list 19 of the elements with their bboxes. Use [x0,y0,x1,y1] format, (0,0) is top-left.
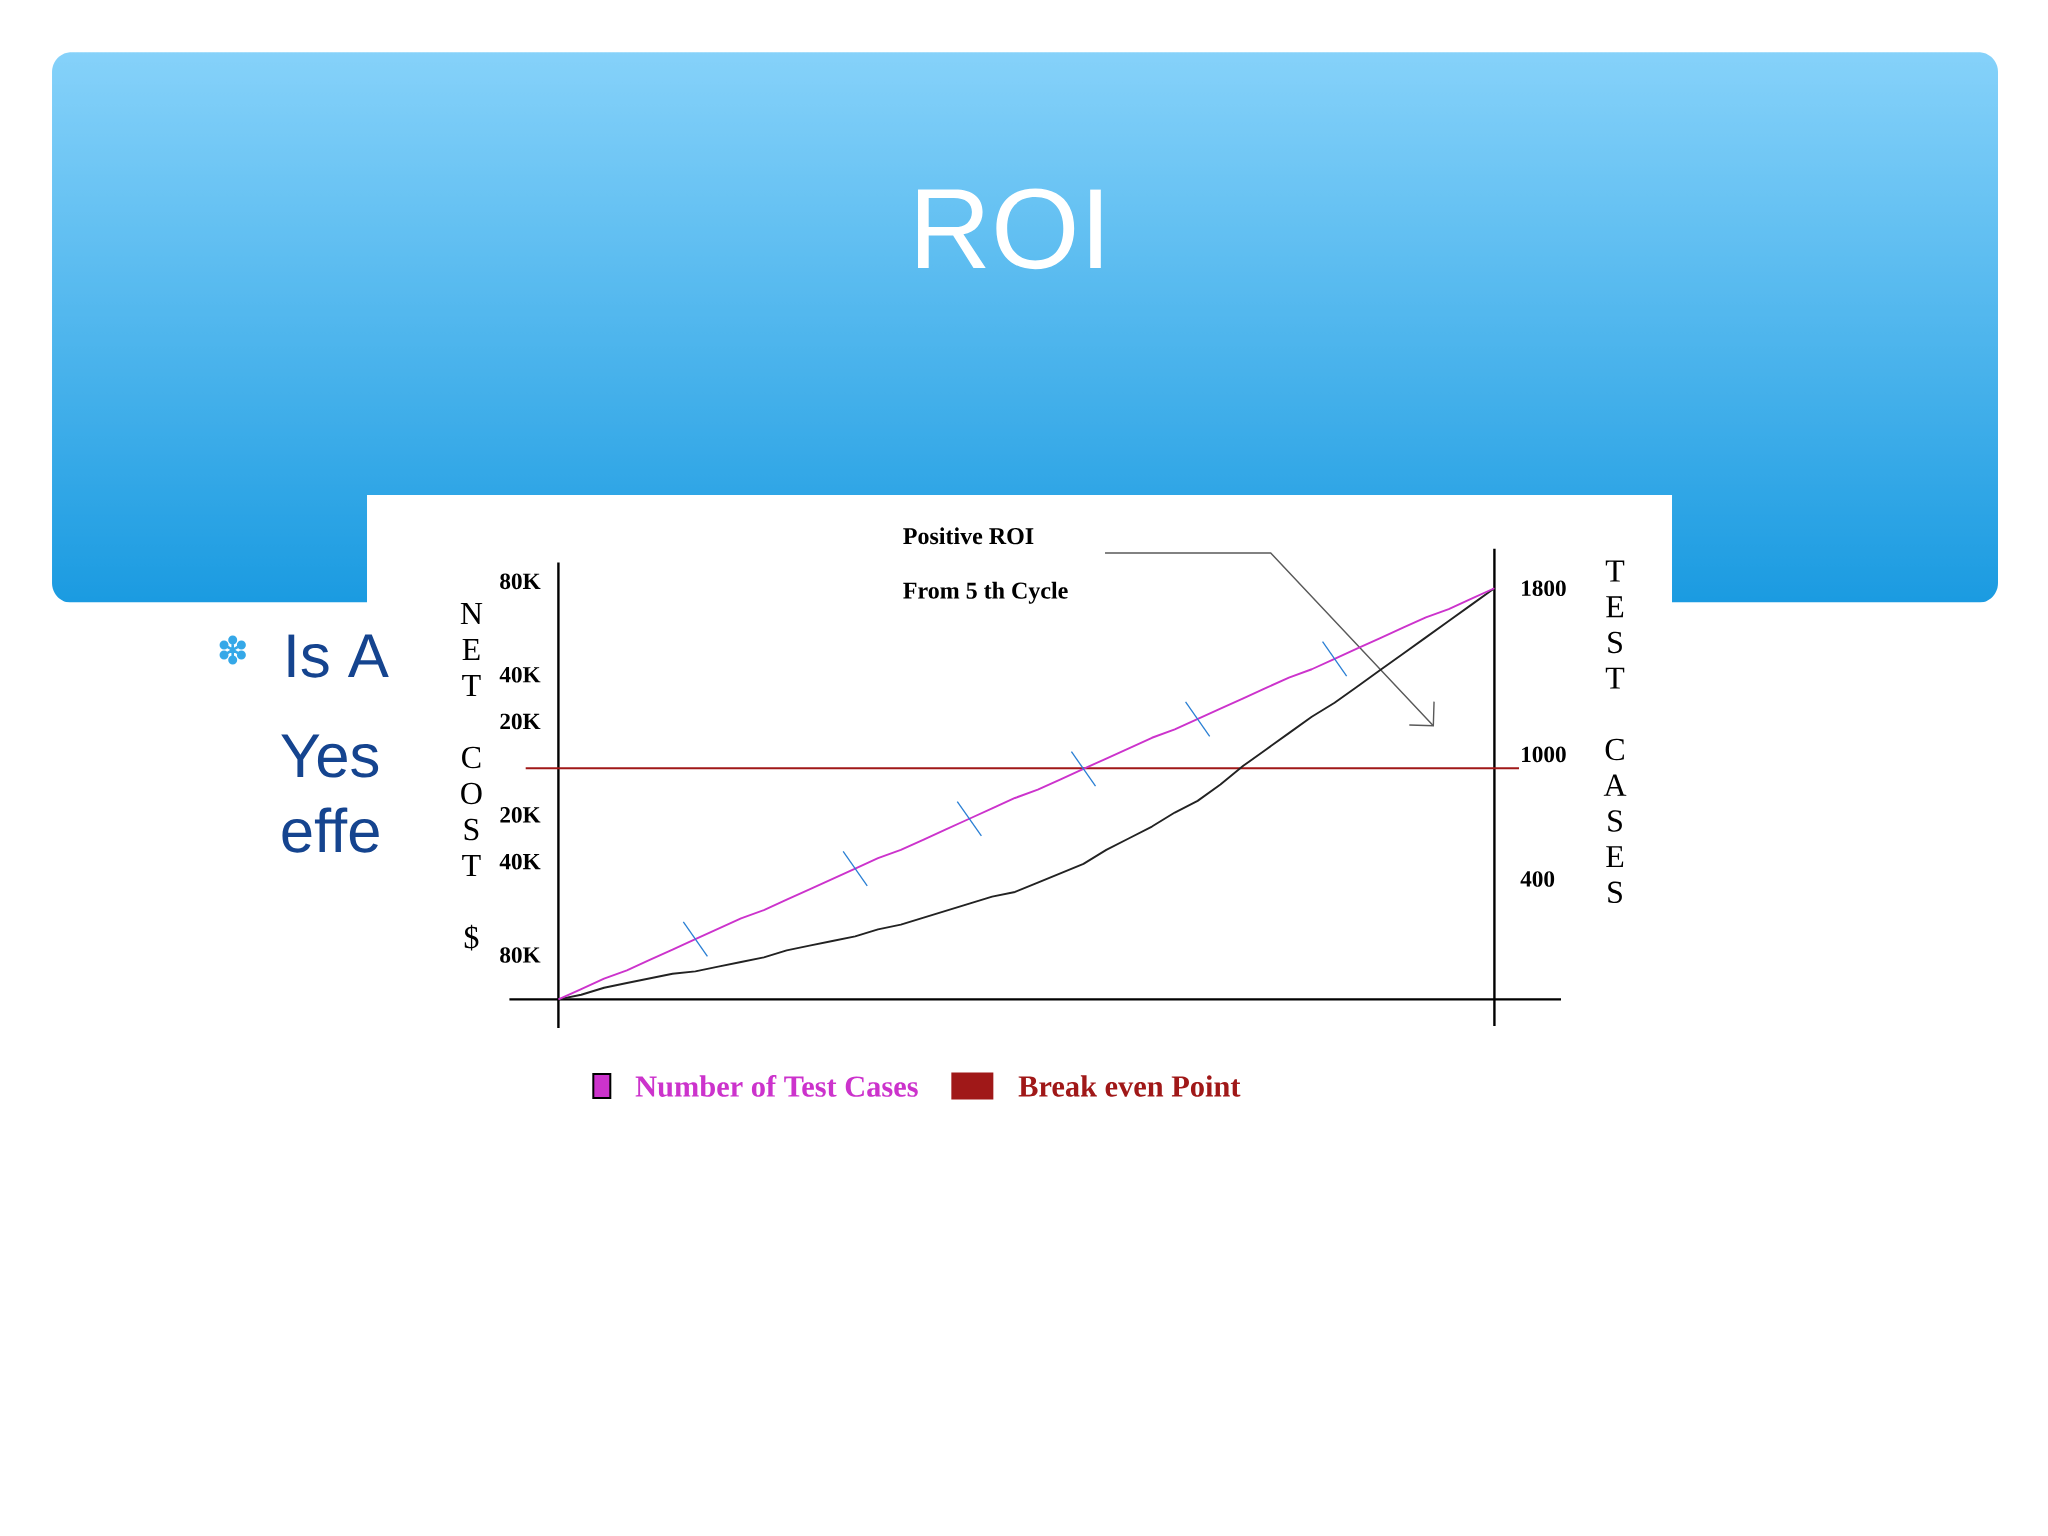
text: Positive ROI [903,527,1034,545]
y-tick-label: 80K [500,573,541,590]
text: NET COST $ [460,603,483,951]
legend-label: Break even Point [1018,1075,1241,1097]
y-tick-label: 80K [500,947,541,963]
y-tick-label: 40K [499,853,541,870]
text: effe [282,807,379,853]
y2-tick-label: 400 [1520,871,1555,887]
text: Yes [281,734,379,778]
text: Is A [288,634,389,678]
y-tick-label: 20K [500,713,541,730]
y-tick-label: 40K [499,666,541,683]
y2-tick-label: 1800 [1522,580,1566,597]
chart-title: ROI [918,188,1101,270]
y2-tick-label: 1000 [1522,746,1566,763]
annotation: From 5 th Cycle [903,581,1068,604]
y-tick-label: 20K [500,807,541,823]
text: TEST CASES [1603,560,1627,904]
legend-label: Number of Test Cases [635,1075,918,1097]
